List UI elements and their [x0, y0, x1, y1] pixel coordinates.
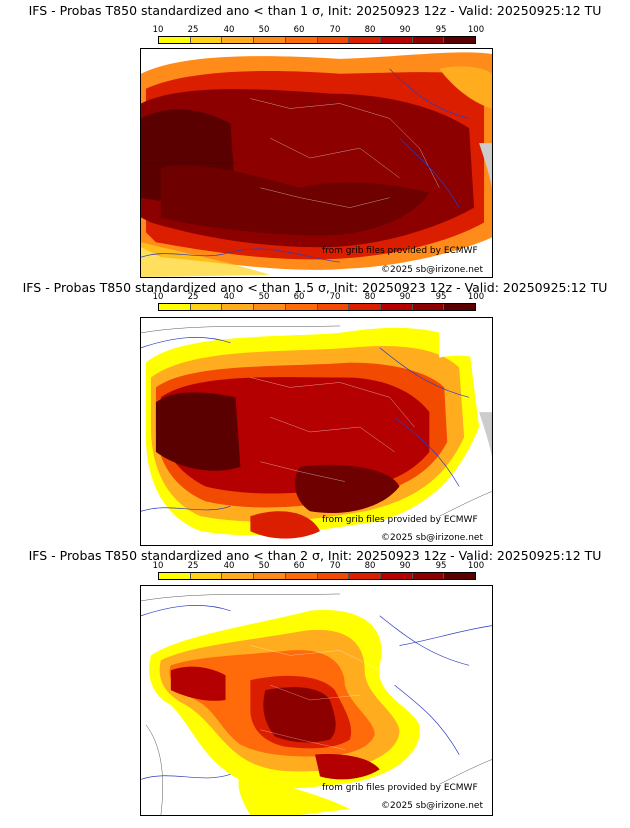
colorbar-labels: 10 25 40 50 60 70 80 90 95 100: [153, 561, 485, 571]
colorbar-segment: [222, 37, 255, 43]
colorbar: [158, 572, 476, 580]
colorbar-label: 50: [258, 292, 270, 302]
colorbar-label: 95: [435, 25, 447, 35]
panel-title: IFS - Probas T850 standardized ano < tha…: [22, 280, 608, 295]
colorbar-label: 70: [329, 292, 341, 302]
colorbar-segment: [317, 304, 350, 310]
panel-title: IFS - Probas T850 standardized ano < tha…: [28, 3, 602, 18]
credit-source: from grib files provided by ECMWF: [322, 515, 478, 525]
credit-source: from grib files provided by ECMWF: [322, 783, 478, 793]
colorbar-label: 40: [223, 561, 235, 571]
colorbar-segment: [159, 37, 191, 43]
colorbar-segment: [317, 573, 350, 579]
colorbar-label: 100: [467, 561, 485, 571]
colorbar-segment: [159, 304, 191, 310]
credit-source: from grib files provided by ECMWF: [322, 246, 478, 256]
colorbar-segment: [190, 37, 223, 43]
colorbar-segment: [444, 37, 476, 43]
map-panel-3: [140, 585, 493, 816]
colorbar-label: 10: [152, 292, 164, 302]
colorbar-segment: [190, 573, 223, 579]
colorbar-label: 70: [329, 25, 341, 35]
colorbar-labels: 10 25 40 50 60 70 80 90 95 100: [153, 292, 485, 302]
colorbar-segment: [285, 37, 318, 43]
colorbar-segment: [412, 37, 445, 43]
colorbar-segment: [349, 573, 381, 579]
probability-map: [141, 586, 492, 815]
colorbar-segment: [159, 573, 191, 579]
credit-copyright: ©2025 sb@irizone.net: [381, 265, 483, 275]
colorbar-segment: [254, 37, 286, 43]
colorbar: [158, 36, 476, 44]
colorbar-segment: [444, 573, 476, 579]
colorbar-label: 25: [187, 561, 199, 571]
colorbar-segment: [190, 304, 223, 310]
colorbar-label: 100: [467, 25, 485, 35]
credit-copyright: ©2025 sb@irizone.net: [381, 533, 483, 543]
colorbar-segment: [222, 304, 255, 310]
colorbar-segment: [317, 37, 350, 43]
colorbar-segment: [380, 304, 413, 310]
probability-map: [141, 49, 492, 277]
colorbar-labels: 10 25 40 50 60 70 80 90 95 100: [153, 25, 485, 35]
colorbar: [158, 303, 476, 311]
colorbar-segment: [222, 573, 255, 579]
colorbar-segment: [412, 304, 445, 310]
colorbar-label: 80: [364, 292, 376, 302]
probability-map: [141, 318, 492, 545]
map-panel-1: [140, 48, 493, 278]
colorbar-label: 80: [364, 561, 376, 571]
colorbar-label: 90: [399, 292, 411, 302]
credit-copyright: ©2025 sb@irizone.net: [381, 801, 483, 811]
colorbar-segment: [380, 37, 413, 43]
colorbar-label: 95: [435, 292, 447, 302]
colorbar-label: 70: [329, 561, 341, 571]
colorbar-label: 60: [293, 25, 305, 35]
colorbar-segment: [349, 37, 381, 43]
colorbar-segment: [285, 573, 318, 579]
colorbar-segment: [444, 304, 476, 310]
colorbar-segment: [254, 304, 286, 310]
colorbar-label: 50: [258, 25, 270, 35]
colorbar-segment: [380, 573, 413, 579]
colorbar-label: 80: [364, 25, 376, 35]
colorbar-label: 25: [187, 25, 199, 35]
colorbar-label: 40: [223, 25, 235, 35]
colorbar-segment: [349, 304, 381, 310]
colorbar-label: 25: [187, 292, 199, 302]
colorbar-segment: [412, 573, 445, 579]
map-panel-2: [140, 317, 493, 546]
colorbar-label: 90: [399, 25, 411, 35]
colorbar-label: 10: [152, 25, 164, 35]
colorbar-label: 95: [435, 561, 447, 571]
colorbar-segment: [254, 573, 286, 579]
colorbar-label: 90: [399, 561, 411, 571]
panel-title: IFS - Probas T850 standardized ano < tha…: [28, 548, 602, 563]
colorbar-segment: [285, 304, 318, 310]
colorbar-label: 50: [258, 561, 270, 571]
colorbar-label: 60: [293, 561, 305, 571]
colorbar-label: 40: [223, 292, 235, 302]
colorbar-label: 100: [467, 292, 485, 302]
colorbar-label: 60: [293, 292, 305, 302]
colorbar-label: 10: [152, 561, 164, 571]
